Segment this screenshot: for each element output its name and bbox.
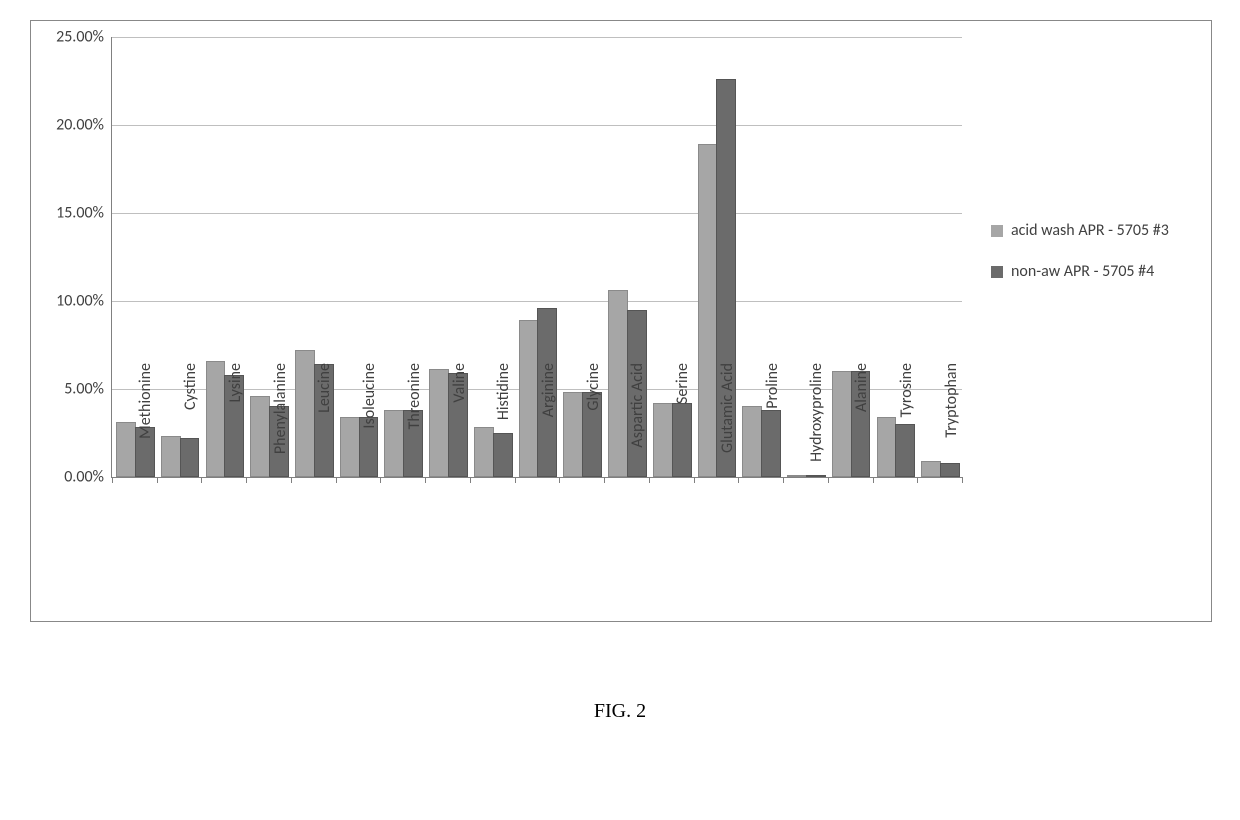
legend-label: acid wash APR - 5705 #3 xyxy=(1011,221,1169,240)
chart-xlabel: Glutamic Acid xyxy=(718,363,737,483)
chart-xtick xyxy=(962,477,963,483)
chart-ytick-label: 10.00% xyxy=(56,292,112,311)
chart-xtick xyxy=(201,477,202,483)
chart-gridline xyxy=(112,37,962,38)
legend-swatch-icon xyxy=(991,225,1003,237)
chart-xlabel: Threonine xyxy=(405,363,424,483)
chart-xlabel: Valine xyxy=(450,363,469,483)
chart-xlabel: Isoleucine xyxy=(360,363,379,483)
chart-xlabel: Alanine xyxy=(852,363,871,483)
chart-bar xyxy=(474,427,494,477)
chart-bar xyxy=(563,392,583,477)
chart-xlabel: Hydroxyproline xyxy=(807,363,826,483)
chart-bar xyxy=(116,422,136,477)
chart-xtick xyxy=(917,477,918,483)
chart-xlabel: Histidine xyxy=(494,363,513,483)
chart-ytick-label: 20.00% xyxy=(56,116,112,135)
chart-gridline xyxy=(112,301,962,302)
chart-gridline xyxy=(112,213,962,214)
chart-xtick xyxy=(604,477,605,483)
page: 0.00% 5.00% 10.00% 15.00% 20.00% 25.00% Methio… xyxy=(0,0,1240,820)
chart-bar xyxy=(429,369,449,477)
chart-xtick xyxy=(828,477,829,483)
chart-xtick xyxy=(783,477,784,483)
chart-xtick xyxy=(157,477,158,483)
chart-xtick xyxy=(738,477,739,483)
chart-ytick-label: 25.00% xyxy=(56,28,112,47)
chart-bar xyxy=(698,144,718,477)
chart-bar xyxy=(519,320,539,477)
chart-xlabel: Phenylalanine xyxy=(271,363,290,483)
chart-gridline xyxy=(112,125,962,126)
chart-xtick xyxy=(649,477,650,483)
chart-bar xyxy=(250,396,270,477)
chart-xtick xyxy=(515,477,516,483)
chart-xlabel: Tryptophan xyxy=(942,363,961,483)
chart-xtick xyxy=(336,477,337,483)
chart-xtick xyxy=(425,477,426,483)
chart-xtick xyxy=(291,477,292,483)
chart-xlabel: Proline xyxy=(763,363,782,483)
chart-plot-area: 0.00%5.00%10.00%15.00%20.00%25.00%Methio… xyxy=(111,37,962,478)
chart-xtick xyxy=(380,477,381,483)
chart-xlabel: Tyrosine xyxy=(897,363,916,483)
chart-ytick-label: 5.00% xyxy=(64,380,112,399)
chart-xlabel: Leucine xyxy=(315,363,334,483)
chart-xlabel: Lysine xyxy=(226,363,245,483)
chart-xtick xyxy=(559,477,560,483)
chart-bar xyxy=(340,417,360,477)
chart-bar xyxy=(832,371,852,477)
legend-item-series-b: non-aw APR - 5705 #4 xyxy=(991,262,1201,281)
chart-xtick xyxy=(694,477,695,483)
chart-bar xyxy=(295,350,315,477)
legend-item-series-a: acid wash APR - 5705 #3 xyxy=(991,221,1201,240)
legend-label: non-aw APR - 5705 #4 xyxy=(1011,262,1154,281)
chart-ytick-label: 0.00% xyxy=(64,468,112,487)
chart-bar xyxy=(787,475,807,477)
chart-legend: acid wash APR - 5705 #3 non-aw APR - 570… xyxy=(991,221,1201,303)
chart-bar xyxy=(653,403,673,477)
chart-bar xyxy=(384,410,404,477)
legend-swatch-icon xyxy=(991,266,1003,278)
chart-ytick-label: 15.00% xyxy=(56,204,112,223)
chart-xtick xyxy=(470,477,471,483)
chart-bar xyxy=(608,290,628,477)
chart-xlabel: Glycine xyxy=(584,363,603,483)
chart-xlabel: Arginine xyxy=(539,363,558,483)
chart-xtick xyxy=(873,477,874,483)
chart-xlabel: Serine xyxy=(673,363,692,483)
chart-container: 0.00% 5.00% 10.00% 15.00% 20.00% 25.00% Methio… xyxy=(30,20,1212,622)
figure-caption: FIG. 2 xyxy=(0,700,1240,723)
chart-bar xyxy=(921,461,941,477)
chart-xtick xyxy=(246,477,247,483)
chart-bar xyxy=(161,436,181,477)
chart-bar xyxy=(742,406,762,477)
chart-xlabel: Methionine xyxy=(136,363,155,483)
chart-xlabel: Cystine xyxy=(181,363,200,483)
chart-bar xyxy=(206,361,226,477)
chart-xtick xyxy=(112,477,113,483)
chart-bar xyxy=(877,417,897,477)
chart-xlabel: Aspartic Acid xyxy=(628,363,647,483)
